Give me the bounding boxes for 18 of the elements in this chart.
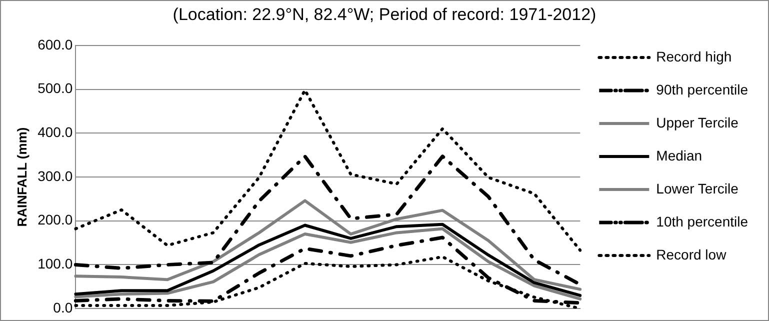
legend-label: Lower Tercile bbox=[656, 180, 739, 196]
line-series bbox=[74, 236, 582, 305]
legend-label: 10th percentile bbox=[656, 213, 748, 230]
y-tick-label: 500.0 bbox=[38, 80, 73, 96]
chart-title: (Location: 22.9°N, 82.4°W; Period of record: 1971-2012) bbox=[172, 4, 596, 24]
y-tick-label: 100.0 bbox=[38, 256, 73, 272]
y-tick-label: 200.0 bbox=[38, 212, 73, 228]
line-series bbox=[74, 88, 582, 252]
y-tick-label: 300.0 bbox=[38, 168, 73, 184]
y-tick-label: 600.0 bbox=[38, 36, 73, 52]
legend-label: Record high bbox=[656, 48, 732, 64]
legend-label: Median bbox=[656, 147, 702, 164]
legend-label: Upper Tercile bbox=[656, 114, 739, 130]
y-tick-label: 400.0 bbox=[38, 124, 73, 140]
legend-label: Record low bbox=[656, 246, 728, 262]
y-tick-label: 0.0 bbox=[53, 299, 73, 316]
y-axis-title: RAINFALL (mm) bbox=[14, 127, 30, 227]
legend-label: 90th percentile bbox=[656, 81, 748, 98]
